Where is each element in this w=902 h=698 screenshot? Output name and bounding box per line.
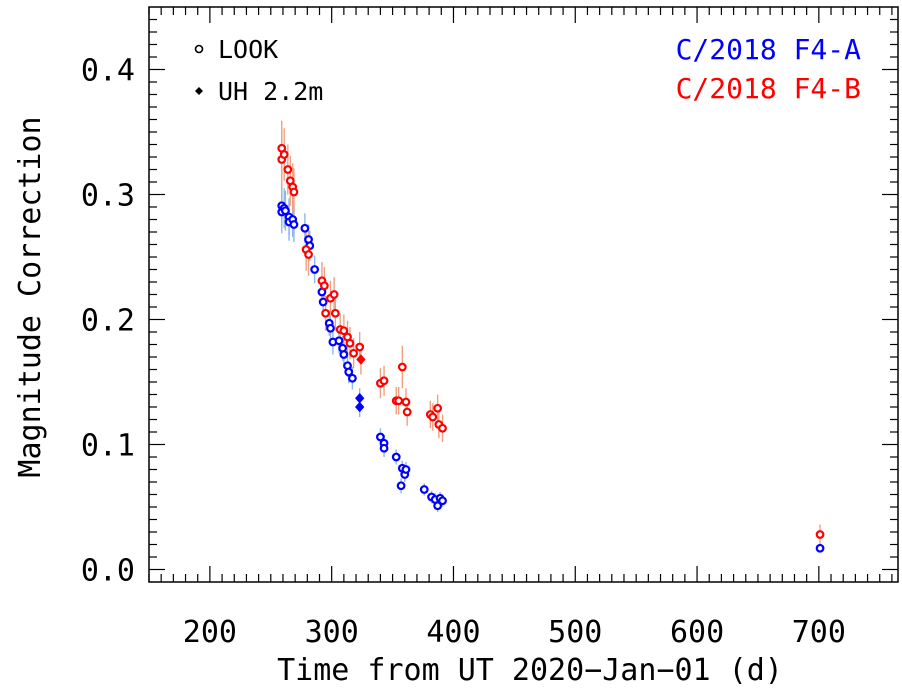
data-point-circle bbox=[379, 443, 389, 453]
data-point-circle bbox=[300, 223, 310, 233]
data-point-circle bbox=[310, 265, 320, 274]
data-point-circle bbox=[344, 367, 354, 377]
data-point-circle bbox=[375, 432, 385, 442]
legend-circle-marker bbox=[194, 44, 204, 54]
data-point-circle bbox=[329, 290, 339, 299]
data-point-circle bbox=[815, 530, 825, 539]
x-tick-label: 300 bbox=[305, 615, 359, 650]
data-point-circle bbox=[321, 308, 330, 318]
data-point-circle bbox=[319, 281, 329, 291]
data-point-circle bbox=[379, 376, 389, 386]
data-point-circle bbox=[401, 397, 411, 407]
data-point-circle bbox=[401, 465, 411, 474]
x-tick-label: 200 bbox=[183, 615, 237, 650]
data-point-circle bbox=[355, 342, 365, 352]
y-tick-label: 0.0 bbox=[81, 554, 135, 589]
data-point-circle bbox=[402, 407, 412, 417]
data-point-circle bbox=[330, 308, 340, 318]
data-point-circle bbox=[326, 323, 335, 333]
x-tick-label: 500 bbox=[548, 615, 602, 650]
y-axis-label: Magnitude Correction bbox=[13, 116, 48, 477]
x-tick-label: 400 bbox=[426, 615, 480, 650]
legend-label-uh: UH 2.2m bbox=[218, 77, 323, 106]
axes-layer: 200 300 400 500 600 700 0.0 0.1 0.2 0.3 0.4 bbox=[81, 6, 899, 650]
data-point-circle bbox=[339, 350, 349, 359]
y-tick-label: 0.2 bbox=[81, 304, 135, 339]
data-point-circle bbox=[396, 481, 406, 491]
x-axis-label: Time from UT 2020−Jan−01 (d) bbox=[277, 653, 783, 688]
series-label-b: C/2018 F4-B bbox=[676, 72, 861, 105]
legend-label-look: LOOK bbox=[218, 35, 278, 64]
legend-diamond-marker bbox=[195, 87, 203, 95]
legend: LOOK UH 2.2m bbox=[194, 35, 323, 106]
data-point-circle bbox=[433, 403, 443, 413]
data-point-circle bbox=[815, 543, 825, 553]
data-point-circle bbox=[289, 220, 299, 229]
data-point-circle bbox=[428, 412, 438, 422]
data-point-circle bbox=[391, 452, 401, 462]
data-point-circle bbox=[289, 187, 299, 197]
data-point-circle bbox=[394, 396, 404, 406]
x-tick-label: 700 bbox=[792, 615, 846, 650]
data-point-circle bbox=[419, 485, 429, 494]
y-tick-label: 0.3 bbox=[81, 179, 135, 214]
data-point-circle bbox=[318, 297, 328, 307]
data-point-circle bbox=[283, 165, 293, 174]
data-point-circle bbox=[438, 423, 447, 433]
data-point-circle bbox=[345, 338, 355, 348]
marker-layer bbox=[277, 143, 825, 553]
data-point-circle bbox=[438, 496, 447, 506]
data-point-circle bbox=[347, 373, 357, 383]
y-tick-label: 0.1 bbox=[81, 429, 135, 464]
data-point-circle bbox=[349, 348, 359, 358]
data-point-circle bbox=[334, 336, 344, 346]
data-point-circle bbox=[304, 250, 313, 259]
series-label-a: C/2018 F4-A bbox=[676, 33, 862, 66]
data-point-circle bbox=[339, 326, 349, 336]
data-point-diamond bbox=[355, 401, 365, 413]
data-point-diamond bbox=[356, 354, 366, 365]
data-point-circle bbox=[433, 501, 443, 511]
data-point-circle bbox=[397, 362, 407, 372]
data-point-circle bbox=[279, 150, 289, 159]
x-tick-label: 600 bbox=[670, 615, 724, 650]
data-point-circle bbox=[281, 206, 290, 216]
y-tick-label: 0.4 bbox=[81, 54, 135, 89]
